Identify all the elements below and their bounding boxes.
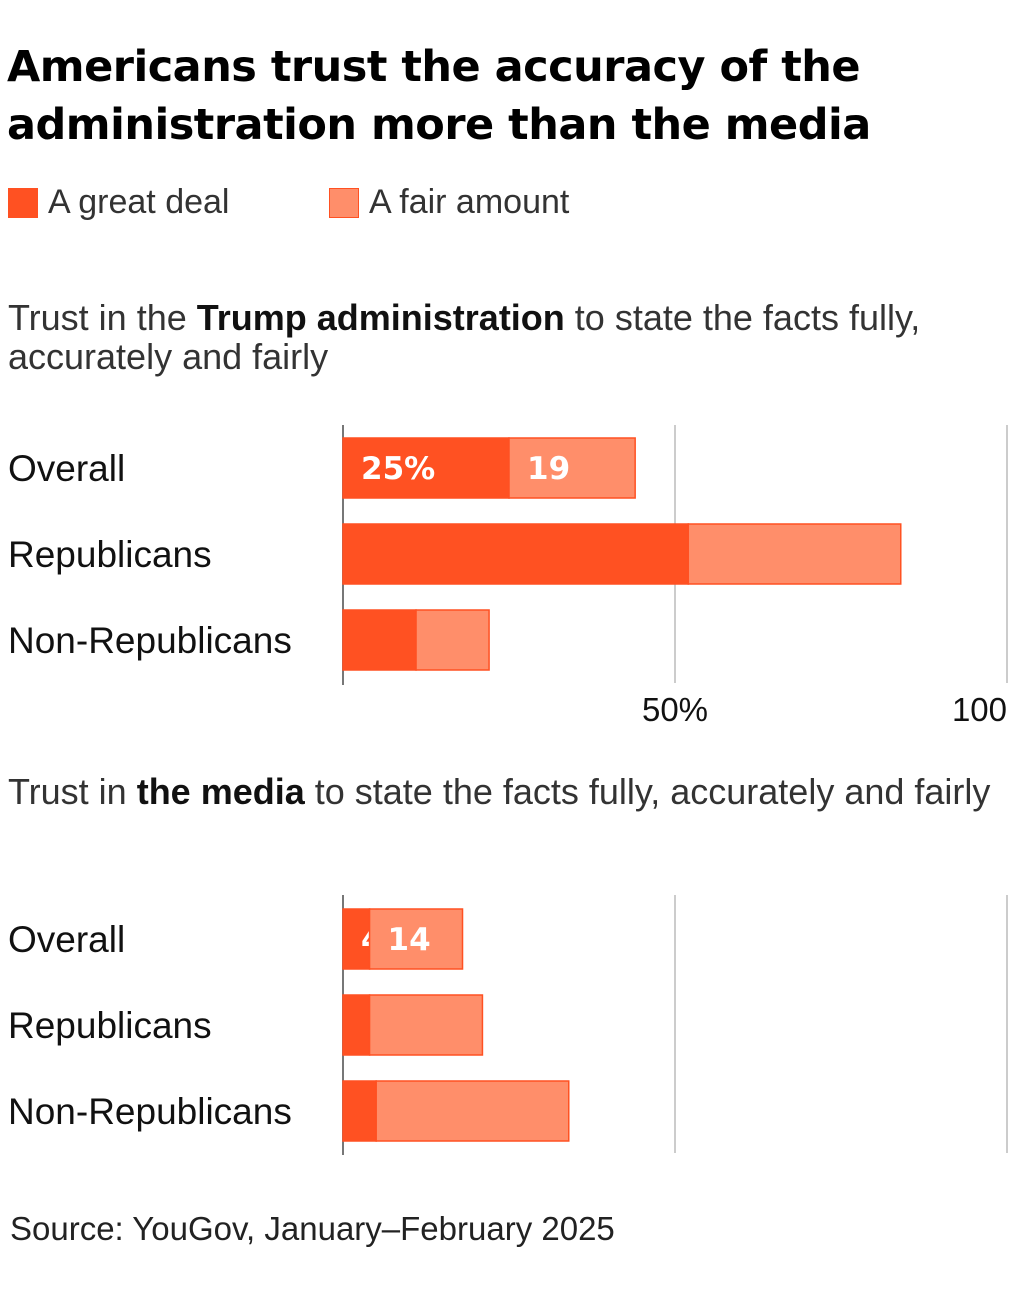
bar-non-republicans-a-fair-amount bbox=[375, 1080, 570, 1142]
data-label-overall-a-fair-amount: 14 bbox=[388, 922, 431, 958]
bar-non-republicans-a-great-deal bbox=[342, 609, 417, 671]
legend-label-fair-amount: A fair amount bbox=[369, 183, 570, 221]
legend-item-fair-amount: A fair amount bbox=[329, 183, 569, 222]
trump-subtitle-prefix: Trust in the bbox=[8, 297, 197, 338]
bar-overall-a-great-deal bbox=[342, 908, 371, 970]
media-chart-subtitle: Trust in the media to state the facts fu… bbox=[8, 772, 998, 811]
data-label-overall-a-fair-amount: 19 bbox=[527, 451, 570, 487]
source-note: Source: YouGov, January–February 2025 bbox=[10, 1210, 615, 1247]
trump-administration-chart: 50% 100 Overall 25% 19 Republicans Non-Republi… bbox=[8, 425, 1008, 728]
bar-republicans-a-great-deal bbox=[342, 994, 371, 1056]
category-label-republicans: Republicans bbox=[8, 1005, 212, 1046]
legend-swatch-fair-amount bbox=[329, 187, 359, 218]
category-label-non-republicans: Non-Republicans bbox=[8, 620, 292, 661]
data-label-overall-a-great-deal: 25% bbox=[361, 451, 435, 487]
x-tick-label-50: 50% bbox=[642, 691, 708, 728]
trump-chart-subtitle: Trust in the Trump administration to sta… bbox=[8, 298, 998, 376]
legend-label-great-deal: A great deal bbox=[48, 183, 230, 221]
bar-non-republicans-a-great-deal bbox=[342, 1080, 377, 1142]
media-subtitle-prefix: Trust in bbox=[8, 771, 137, 812]
category-label-republicans: Republicans bbox=[8, 534, 212, 575]
trump-subtitle-suffix: to state the facts fully, accurately and… bbox=[8, 297, 921, 377]
category-label-overall: Overall bbox=[8, 448, 125, 489]
bar-republicans-a-fair-amount bbox=[368, 994, 484, 1056]
media-subtitle-emphasis: the media bbox=[136, 771, 305, 812]
x-tick-label-100: 100 bbox=[952, 691, 1007, 728]
media-subtitle-suffix: to state the facts fully, accurately and… bbox=[304, 771, 991, 812]
legend-item-great-deal: A great deal bbox=[8, 183, 229, 222]
trump-subtitle-emphasis: Trump administration bbox=[196, 297, 565, 338]
category-label-non-republicans: Non-Republicans bbox=[8, 1091, 292, 1132]
category-label-overall: Overall bbox=[8, 919, 125, 960]
legend: A great deal A fair amount bbox=[8, 183, 708, 223]
bar-republicans-a-fair-amount bbox=[687, 523, 902, 585]
bar-non-republicans-a-fair-amount bbox=[415, 609, 490, 671]
bar-republicans-a-great-deal bbox=[342, 523, 690, 585]
chart-title: Americans trust the accuracy of the admi… bbox=[7, 42, 871, 150]
legend-swatch-great-deal bbox=[8, 187, 38, 218]
bar-overall-a-fair-amount bbox=[368, 908, 464, 970]
bar-overall-a-fair-amount bbox=[508, 437, 636, 499]
